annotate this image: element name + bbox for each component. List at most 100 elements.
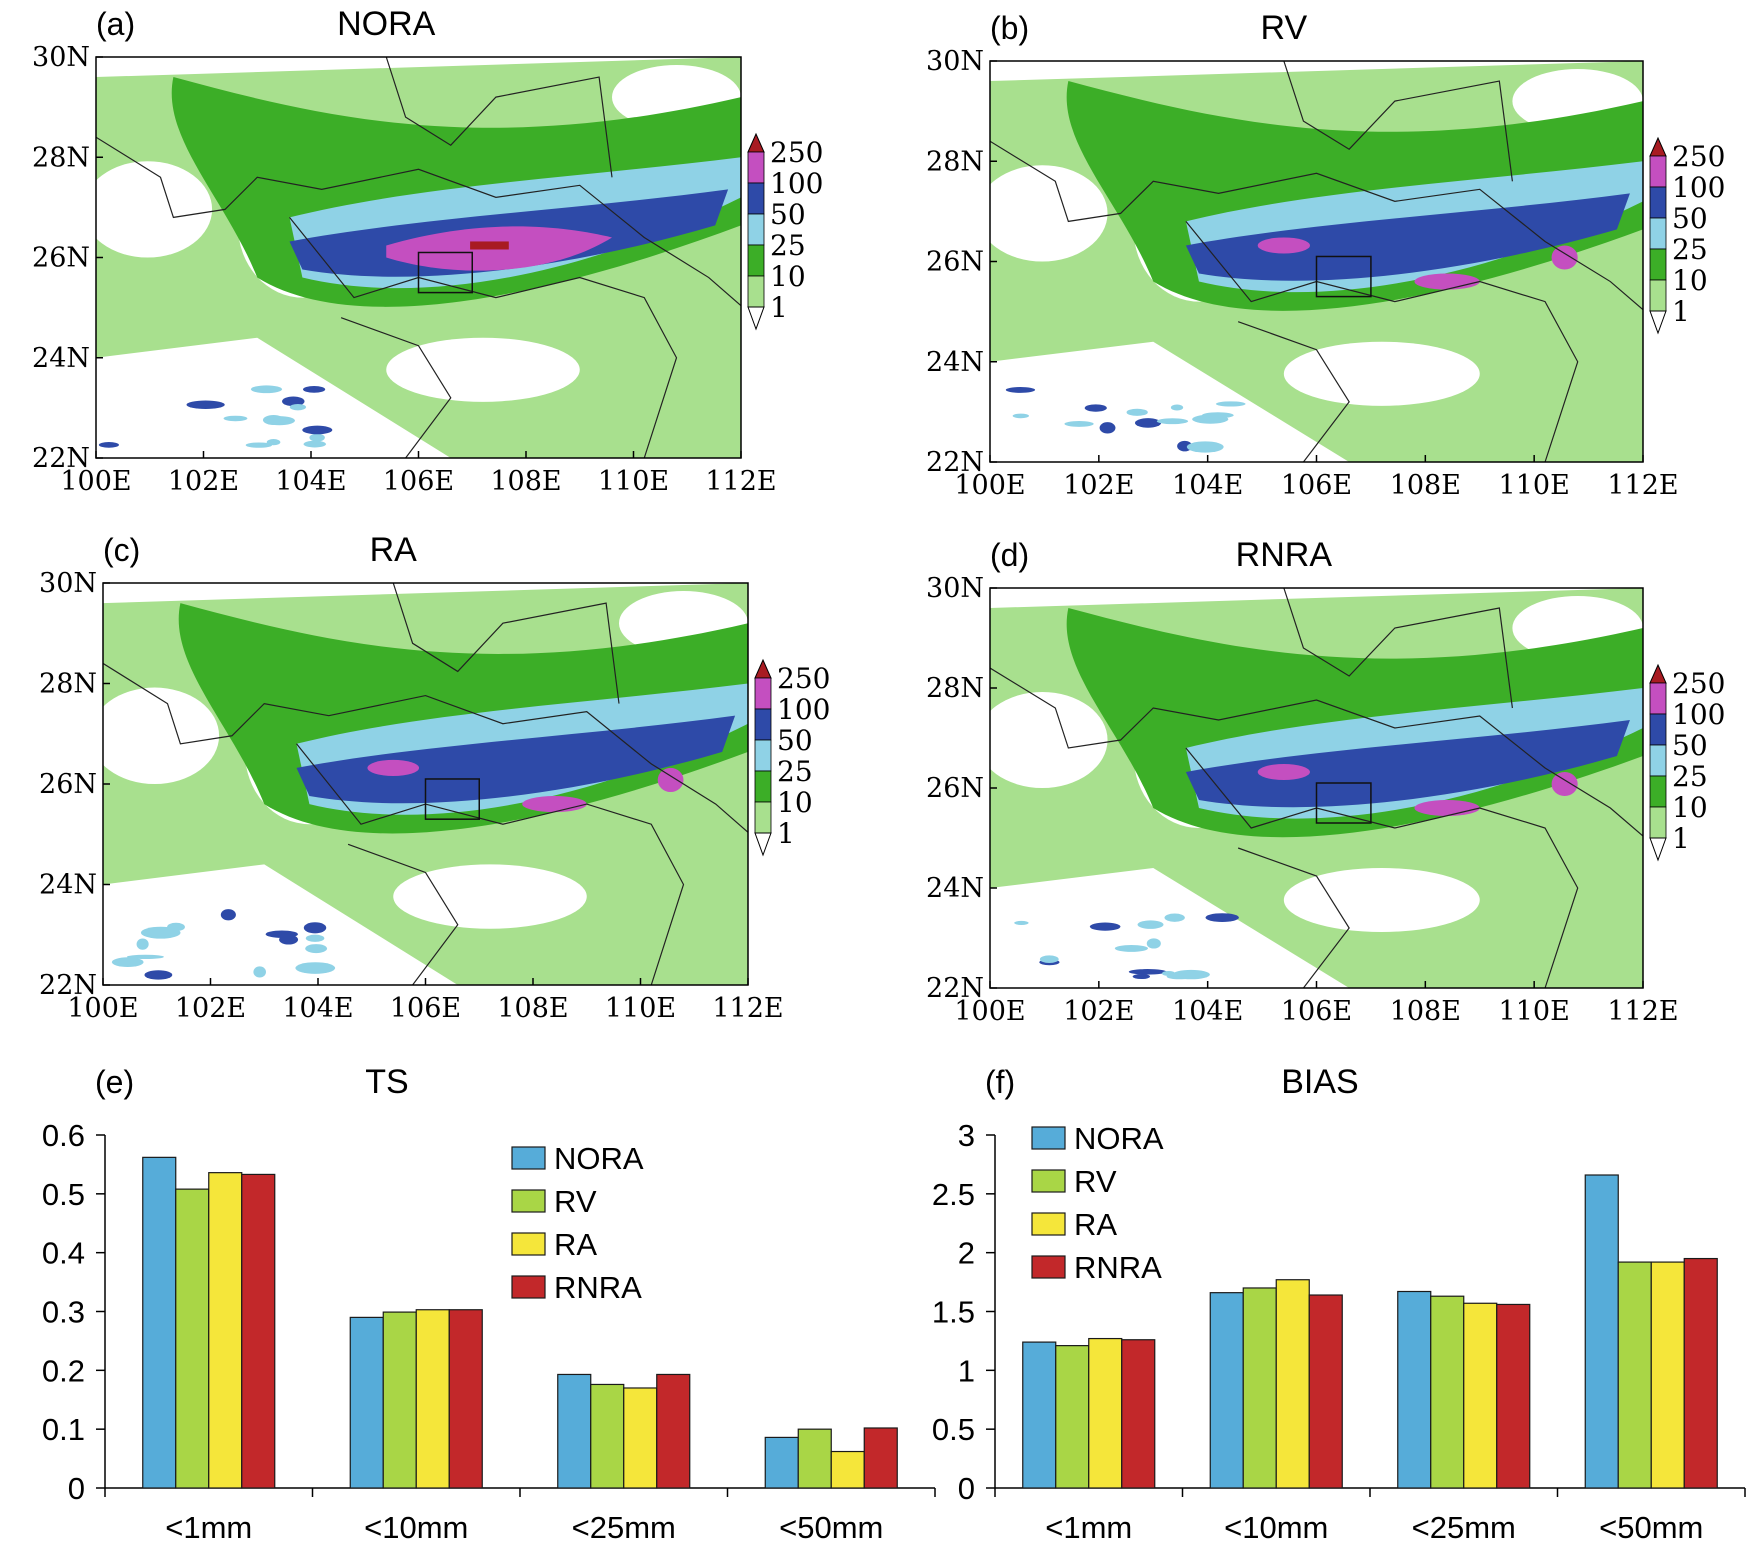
bar-ra — [1650, 1261, 1685, 1489]
storm-cell — [1201, 412, 1234, 419]
bar-rv — [797, 1428, 832, 1489]
colorbar-top-arrow — [747, 132, 765, 153]
bar-nora — [764, 1436, 799, 1489]
y-tick-label: 0.4 — [42, 1236, 85, 1271]
colorbar-segment — [1649, 217, 1667, 250]
dry-area — [96, 161, 213, 258]
bar-ra — [830, 1450, 865, 1489]
precip-field — [990, 588, 1643, 988]
colorbar-segment — [1649, 775, 1667, 808]
bar-rnra — [448, 1309, 483, 1489]
colorbar-label: 10 — [1672, 264, 1708, 297]
province-boundary — [340, 317, 452, 458]
colorbar-label: 250 — [777, 662, 830, 695]
colorbar-bottom-arrow — [1649, 837, 1667, 862]
colorbar-segment — [754, 801, 772, 834]
lat-tick-label: 26N — [926, 773, 984, 804]
rain-50-100mm-area — [296, 715, 736, 804]
rain-100-250mm-area — [1551, 772, 1578, 796]
y-tick-label: 1 — [958, 1353, 975, 1388]
storm-cell — [111, 957, 144, 967]
lat-tick-label: 30N — [926, 573, 984, 604]
colorbar-label: 25 — [1672, 760, 1708, 793]
dry-area — [386, 337, 580, 402]
x-tick-label: <50mm — [779, 1510, 883, 1545]
colorbar-segment — [1649, 806, 1667, 839]
colorbar-top-arrow — [754, 658, 772, 679]
lon-tick-label: 102E — [168, 466, 239, 497]
colorbar-label: 100 — [770, 167, 823, 200]
lat-tick-label: 28N — [32, 142, 90, 173]
legend-label-rv: RV — [554, 1184, 597, 1219]
dry-area — [990, 692, 1108, 788]
legend-label-rnra: RNRA — [554, 1270, 642, 1305]
rain-100-250mm-area — [1257, 237, 1310, 254]
lon-tick-label: 112E — [1607, 470, 1678, 501]
lat-tick-label: 24N — [32, 343, 90, 374]
panel-letter: (c) — [103, 532, 140, 568]
colorbar-label: 100 — [1672, 171, 1725, 204]
chart-title: TS — [365, 1063, 408, 1101]
lat-tick-label: 22N — [926, 973, 984, 1004]
province-boundary — [289, 217, 678, 458]
lat-tick-label: 24N — [926, 873, 984, 904]
dry-area — [1283, 341, 1480, 406]
bar-rnra — [241, 1173, 276, 1489]
bar-nora — [1584, 1174, 1619, 1489]
colorbar-bottom-arrow — [747, 306, 765, 331]
province-boundary — [1283, 588, 1513, 709]
colorbar-segment — [1649, 248, 1667, 281]
dry-area — [103, 687, 220, 784]
storm-cell — [1162, 970, 1176, 977]
legend-label-ra: RA — [554, 1227, 597, 1262]
province-boundary — [1283, 61, 1513, 182]
colorbar-label: 25 — [777, 755, 813, 788]
colorbar-segment — [747, 213, 765, 246]
colorbar-label: 250 — [1672, 667, 1725, 700]
legend-swatch-ra — [1031, 1212, 1066, 1236]
lon-tick-label: 112E — [712, 993, 783, 1024]
storm-cell — [305, 944, 328, 954]
colorbar-label: 50 — [1672, 729, 1708, 762]
study-area-box — [417, 251, 473, 294]
storm-cell — [303, 440, 326, 448]
lon-tick-label: 104E — [275, 466, 346, 497]
province-boundary — [103, 662, 748, 833]
bar-rv — [382, 1311, 417, 1489]
legend-label-ra: RA — [1074, 1207, 1117, 1242]
colorbar-top-arrow — [1649, 136, 1667, 157]
lon-tick-label: 104E — [282, 993, 353, 1024]
colorbar-label: 100 — [1672, 698, 1725, 731]
storm-cell — [250, 385, 283, 394]
y-tick-label: 0.6 — [42, 1118, 85, 1153]
colorbar-segment — [754, 708, 772, 741]
storm-cell — [289, 403, 307, 411]
dry-area — [990, 165, 1108, 262]
storm-cell — [1084, 404, 1107, 412]
study-area-box — [1315, 255, 1372, 298]
storm-cell — [1012, 413, 1029, 419]
rain-100-250mm-area — [1551, 245, 1578, 270]
bar-chart-bias: 0 0.5 1 1.5 2 2.5 3 <1mm <10mm <25mm <50mm NORA RV RA… — [932, 1063, 1746, 1545]
storm-cell — [302, 425, 333, 435]
lon-tick-label: 100E — [60, 466, 131, 497]
colorbar-label: 1 — [1672, 295, 1690, 328]
rain-50-100mm-area — [1185, 720, 1630, 808]
storm-cell — [295, 962, 336, 974]
lon-tick-label: 108E — [490, 466, 561, 497]
panel-title: RV — [1261, 9, 1308, 47]
lon-tick-label: 110E — [605, 993, 676, 1024]
bar-nora — [142, 1156, 177, 1489]
rain-100-250mm-area — [522, 796, 587, 813]
colorbar-label: 250 — [770, 136, 823, 169]
storm-cell — [140, 926, 181, 939]
lon-tick-label: 106E — [1281, 470, 1352, 501]
legend-swatch-rnra — [1031, 1255, 1066, 1279]
chart-title: BIAS — [1281, 1063, 1358, 1101]
rain-100-250mm-area — [657, 767, 684, 793]
province-boundary — [1237, 847, 1350, 988]
province-boundary — [990, 667, 1643, 837]
